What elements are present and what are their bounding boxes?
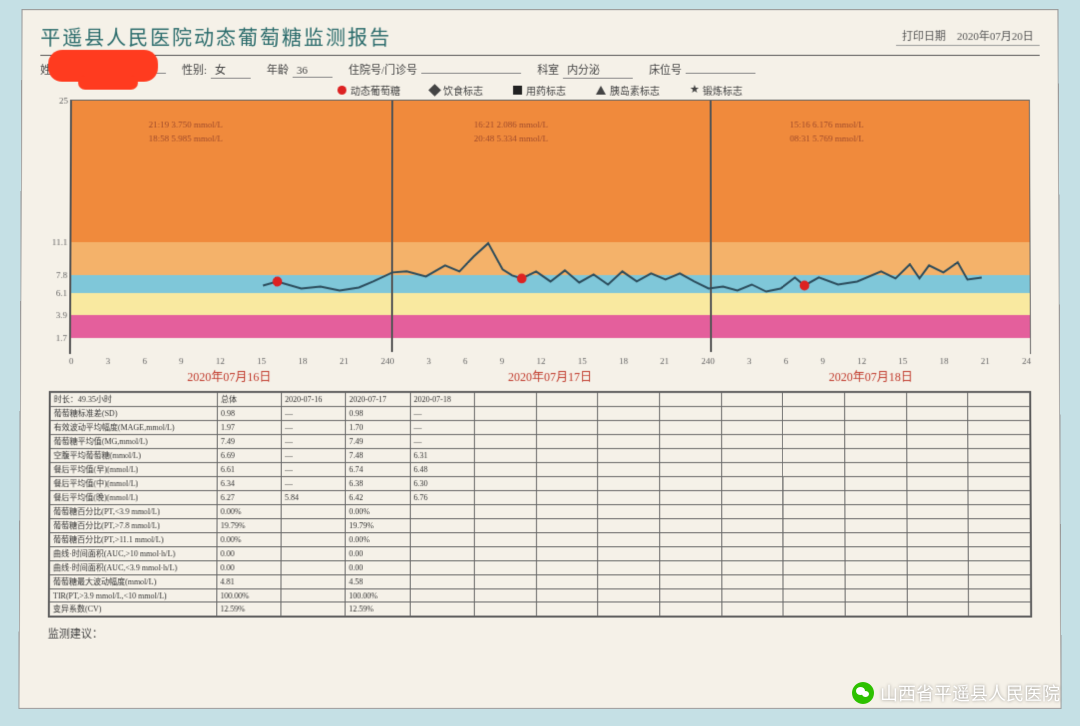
watermark: 山西省平遥县人民医院	[852, 680, 1060, 706]
stats-table: 时长：49.35小时总体2020-07-162020-07-172020-07-…	[48, 391, 1032, 618]
x-axis-dates: 2020年07月16日2020年07月17日2020年07月18日	[69, 368, 1031, 385]
chart-legend: 动态葡萄糖 饮食标志 用药标志 胰岛素标志 ★锻炼标志	[40, 83, 1040, 98]
report-title: 平遥县人民医院动态葡萄糖监测报告	[40, 22, 391, 51]
report-paper: 平遥县人民医院动态葡萄糖监测报告 打印日期 2020年07月20日 姓名 性别:…	[18, 9, 1061, 709]
glucose-chart: 2511.17.86.13.91.7mmol/L 21:19 3.750 mmo…	[69, 100, 1031, 354]
wechat-icon	[852, 682, 874, 704]
patient-info: 姓名 性别:女 年龄36 住院号/门诊号 科室内分泌 床位号	[40, 62, 1040, 79]
advice-label: 监测建议：	[48, 626, 1032, 642]
x-axis-ticks: 0369121518212403691215182124036912151821…	[69, 356, 1031, 366]
redaction-mark	[48, 50, 158, 82]
print-date: 打印日期 2020年07月20日	[896, 28, 1040, 46]
